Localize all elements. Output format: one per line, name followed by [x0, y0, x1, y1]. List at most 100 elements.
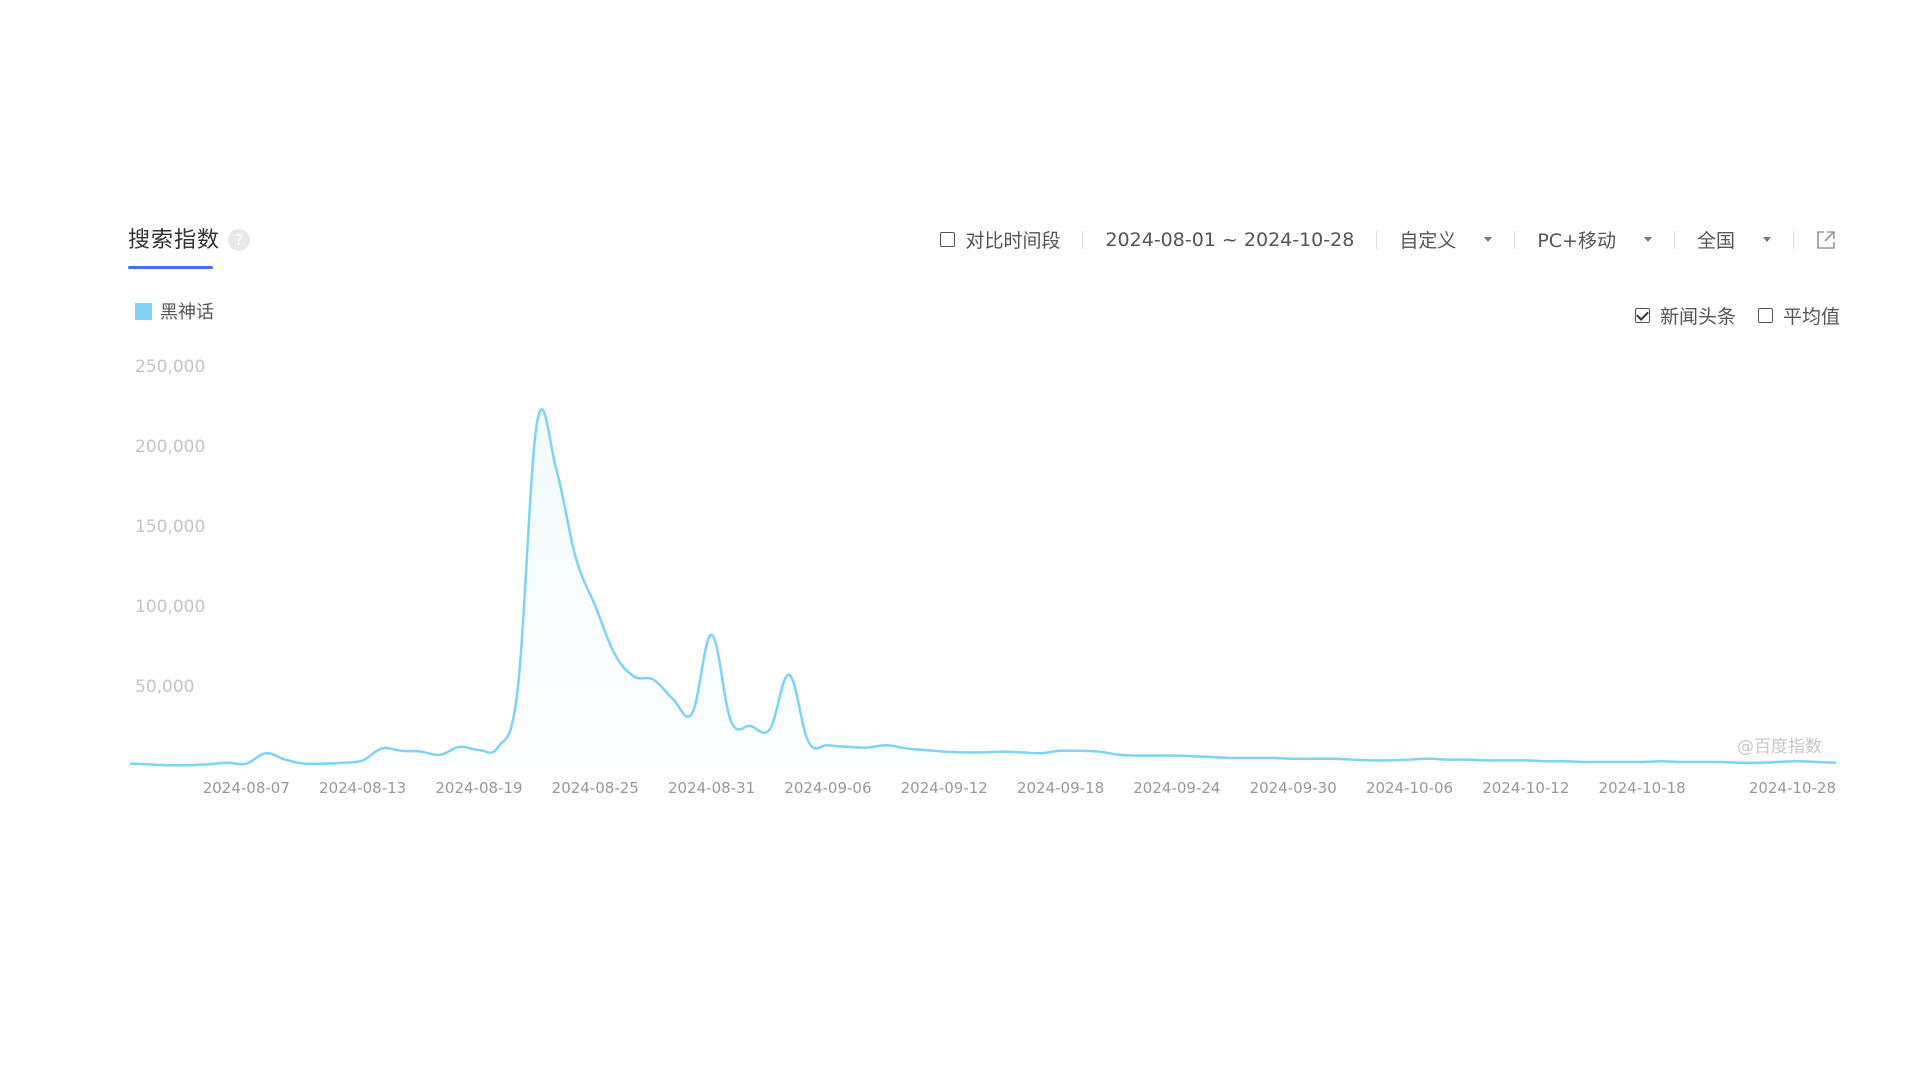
data-point: [1504, 758, 1508, 762]
data-point: [535, 420, 539, 424]
data-point: [496, 745, 500, 749]
x-tick-label: 2024-08-07: [203, 779, 290, 797]
data-point: [826, 743, 830, 747]
data-point: [748, 724, 752, 728]
date-range-picker[interactable]: 2024-08-01 ~ 2024-10-28: [1083, 229, 1376, 251]
y-axis: 50,000 100,000 150,000 200,000 250,000: [135, 357, 205, 697]
region-select[interactable]: 全国: [1675, 226, 1793, 253]
data-point: [1214, 755, 1218, 759]
data-point: [787, 673, 791, 677]
help-icon[interactable]: ?: [228, 229, 251, 251]
data-point: [225, 761, 229, 765]
x-tick-label: 2024-09-24: [1133, 779, 1220, 797]
x-tick-label: 2024-09-30: [1250, 779, 1337, 797]
toolbar-divider: [1793, 230, 1794, 249]
data-point: [904, 746, 908, 750]
compare-period-checkbox[interactable]: 对比时间段: [918, 226, 1082, 253]
chart-options: 新闻头条 平均值: [1613, 302, 1840, 329]
data-point: [962, 750, 966, 754]
data-point: [399, 749, 403, 753]
data-point: [807, 740, 811, 744]
data-point: [710, 633, 714, 637]
average-checkbox-box[interactable]: [1757, 308, 1773, 323]
x-tick-label: 2024-09-12: [901, 779, 988, 797]
x-tick-label: 2024-09-06: [784, 779, 871, 797]
data-point: [729, 719, 733, 723]
data-point: [341, 761, 345, 765]
chevron-down-icon: [1763, 237, 1771, 242]
data-point: [1311, 757, 1315, 761]
data-point: [1388, 758, 1392, 762]
data-point: [1679, 760, 1683, 764]
watermark: @百度指数: [1737, 737, 1822, 757]
x-tick-label: 2024-08-31: [668, 779, 755, 797]
data-point: [477, 748, 481, 752]
data-point: [613, 652, 617, 656]
page-title: 搜索指数: [128, 228, 221, 253]
data-point: [244, 762, 248, 766]
data-point: [1136, 754, 1140, 758]
data-point: [1252, 756, 1256, 760]
data-point: [1563, 759, 1567, 763]
data-point: [1175, 754, 1179, 758]
data-point: [361, 758, 365, 762]
data-point: [380, 746, 384, 750]
data-point: [206, 762, 210, 766]
x-axis: 2024-08-07 2024-08-13 2024-08-19 2024-08-25…: [203, 779, 1836, 797]
compare-period-label: 对比时间段: [965, 230, 1061, 252]
data-point: [1156, 754, 1160, 758]
data-point: [1194, 754, 1198, 758]
device-select[interactable]: PC+移动: [1515, 226, 1674, 253]
data-point: [283, 758, 287, 762]
news-checkbox-box[interactable]: [1634, 308, 1650, 323]
data-point: [1369, 758, 1373, 762]
external-link-icon[interactable]: [1794, 230, 1836, 250]
average-label: 平均值: [1782, 306, 1840, 328]
device-value: PC+移动: [1537, 230, 1616, 252]
toolbar-divider: [1514, 230, 1516, 249]
data-point: [458, 745, 462, 749]
data-point: [1000, 750, 1004, 754]
data-point: [128, 762, 132, 766]
legend-series-name: 黑神话: [160, 302, 214, 323]
data-point: [1660, 759, 1664, 763]
series-line: [129, 408, 1837, 767]
series-area: [130, 409, 1836, 766]
data-point: [845, 745, 849, 749]
data-point: [1349, 758, 1353, 762]
mode-value: 自定义: [1399, 230, 1457, 252]
data-point: [1718, 760, 1722, 764]
data-point: [1446, 758, 1450, 762]
data-point: [1815, 760, 1819, 764]
data-point: [186, 763, 190, 767]
x-tick-label: 2024-08-13: [319, 779, 406, 797]
title-underline: [128, 266, 213, 269]
data-point: [574, 556, 578, 560]
legend-swatch: [135, 302, 152, 320]
data-point: [419, 750, 423, 754]
toolbar-divider: [1376, 230, 1378, 249]
data-point: [1097, 750, 1101, 754]
data-point: [1601, 760, 1605, 764]
data-point: [923, 748, 927, 752]
data-point: [1059, 749, 1063, 753]
data-point: [555, 468, 559, 472]
news-headline-label: 新闻头条: [1659, 306, 1736, 328]
chart-legend[interactable]: 黑神话: [135, 298, 214, 324]
data-point: [1757, 761, 1761, 765]
data-point: [651, 678, 655, 682]
y-tick-label: 100,000: [135, 597, 205, 617]
y-tick-label: 50,000: [135, 677, 194, 697]
chevron-down-icon: [1643, 237, 1652, 242]
x-tick-label: 2024-10-12: [1482, 779, 1569, 797]
average-toggle[interactable]: 平均值: [1757, 302, 1840, 329]
data-point: [167, 763, 171, 767]
data-point: [1485, 758, 1489, 762]
news-headline-toggle[interactable]: 新闻头条: [1634, 302, 1736, 329]
data-point: [1039, 751, 1043, 755]
mode-select[interactable]: 自定义: [1377, 226, 1514, 253]
y-tick-label: 200,000: [135, 437, 205, 457]
compare-checkbox-box[interactable]: [940, 232, 956, 247]
data-point: [1640, 760, 1644, 764]
